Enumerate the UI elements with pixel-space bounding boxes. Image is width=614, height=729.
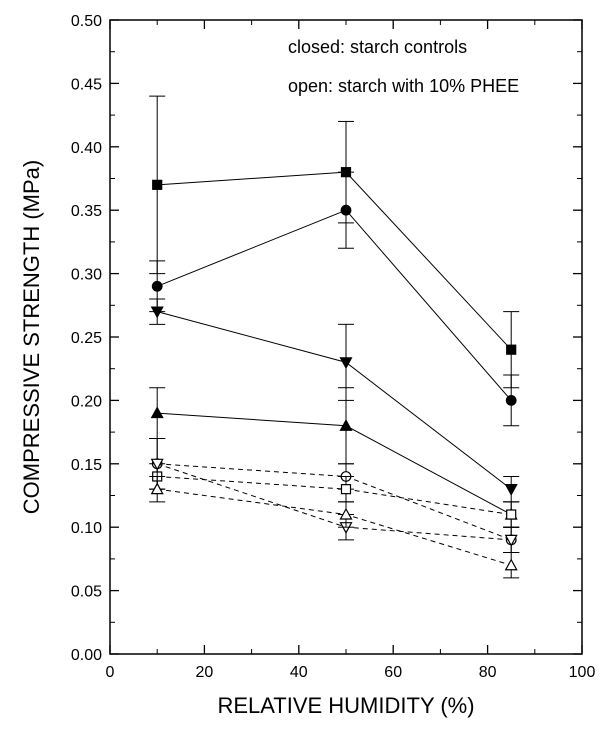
x-tick-label: 40 — [290, 664, 308, 681]
y-tick-label: 0.05 — [71, 584, 102, 601]
marker-triangle-down — [150, 306, 164, 319]
y-axis-label: COMPRESSIVE STRENGTH (MPa) — [19, 160, 44, 514]
y-tick-label: 0.15 — [71, 457, 102, 474]
annotation-closed: closed: starch controls — [288, 37, 467, 57]
x-tick-label: 0 — [106, 664, 115, 681]
annotation-open: open: starch with 10% PHEE — [288, 76, 519, 96]
x-axis-label: RELATIVE HUMIDITY (%) — [217, 693, 474, 718]
x-tick-label: 100 — [569, 664, 596, 681]
x-tick-label: 80 — [479, 664, 497, 681]
series-line — [157, 488, 512, 566]
y-axis: 0.00 0.05 0.10 0.15 0.20 0.25 0.30 0.35 0.40 0.45… — [71, 13, 582, 664]
y-tick-label: 0.00 — [71, 647, 102, 664]
series-3 — [149, 387, 520, 528]
marker-triangle-up — [339, 419, 353, 431]
marker-triangle-up — [150, 482, 164, 495]
marker-triangle-down — [339, 357, 353, 370]
x-axis: 0 20 40 60 80 100 — [106, 20, 596, 681]
marker-square — [152, 179, 163, 190]
marker-triangle-down — [504, 484, 518, 496]
marker-triangle-down — [504, 534, 518, 547]
series-layer — [149, 95, 520, 579]
y-tick-label: 0.40 — [71, 140, 102, 157]
y-tick-label: 0.45 — [71, 76, 102, 93]
x-tick-label: 20 — [196, 664, 214, 681]
series-line — [157, 412, 512, 515]
series-line — [157, 209, 512, 401]
series-line — [157, 475, 512, 516]
y-tick-label: 0.25 — [71, 330, 102, 347]
series-0 — [149, 95, 520, 389]
marker-triangle-up — [504, 558, 518, 571]
series-line — [157, 171, 512, 351]
marker-circle — [505, 395, 517, 406]
marker-square — [506, 344, 517, 355]
series-line — [157, 463, 512, 541]
marker-triangle-up — [339, 507, 353, 520]
x-tick-label: 60 — [384, 664, 402, 681]
y-tick-label: 0.30 — [71, 267, 102, 284]
y-tick-label: 0.20 — [71, 393, 102, 410]
marker-square — [340, 484, 352, 495]
series-7 — [149, 475, 520, 579]
marker-circle — [151, 280, 163, 292]
marker-triangle-down — [150, 458, 164, 471]
series-line — [157, 311, 512, 490]
marker-circle — [340, 204, 352, 216]
y-tick-label: 0.35 — [71, 203, 102, 220]
series-1 — [149, 171, 520, 427]
marker-triangle-up — [150, 406, 164, 419]
y-tick-label: 0.50 — [71, 13, 102, 30]
series-line — [157, 463, 512, 541]
y-tick-label: 0.10 — [71, 520, 102, 537]
series-2 — [149, 298, 520, 503]
marker-square — [506, 509, 517, 520]
